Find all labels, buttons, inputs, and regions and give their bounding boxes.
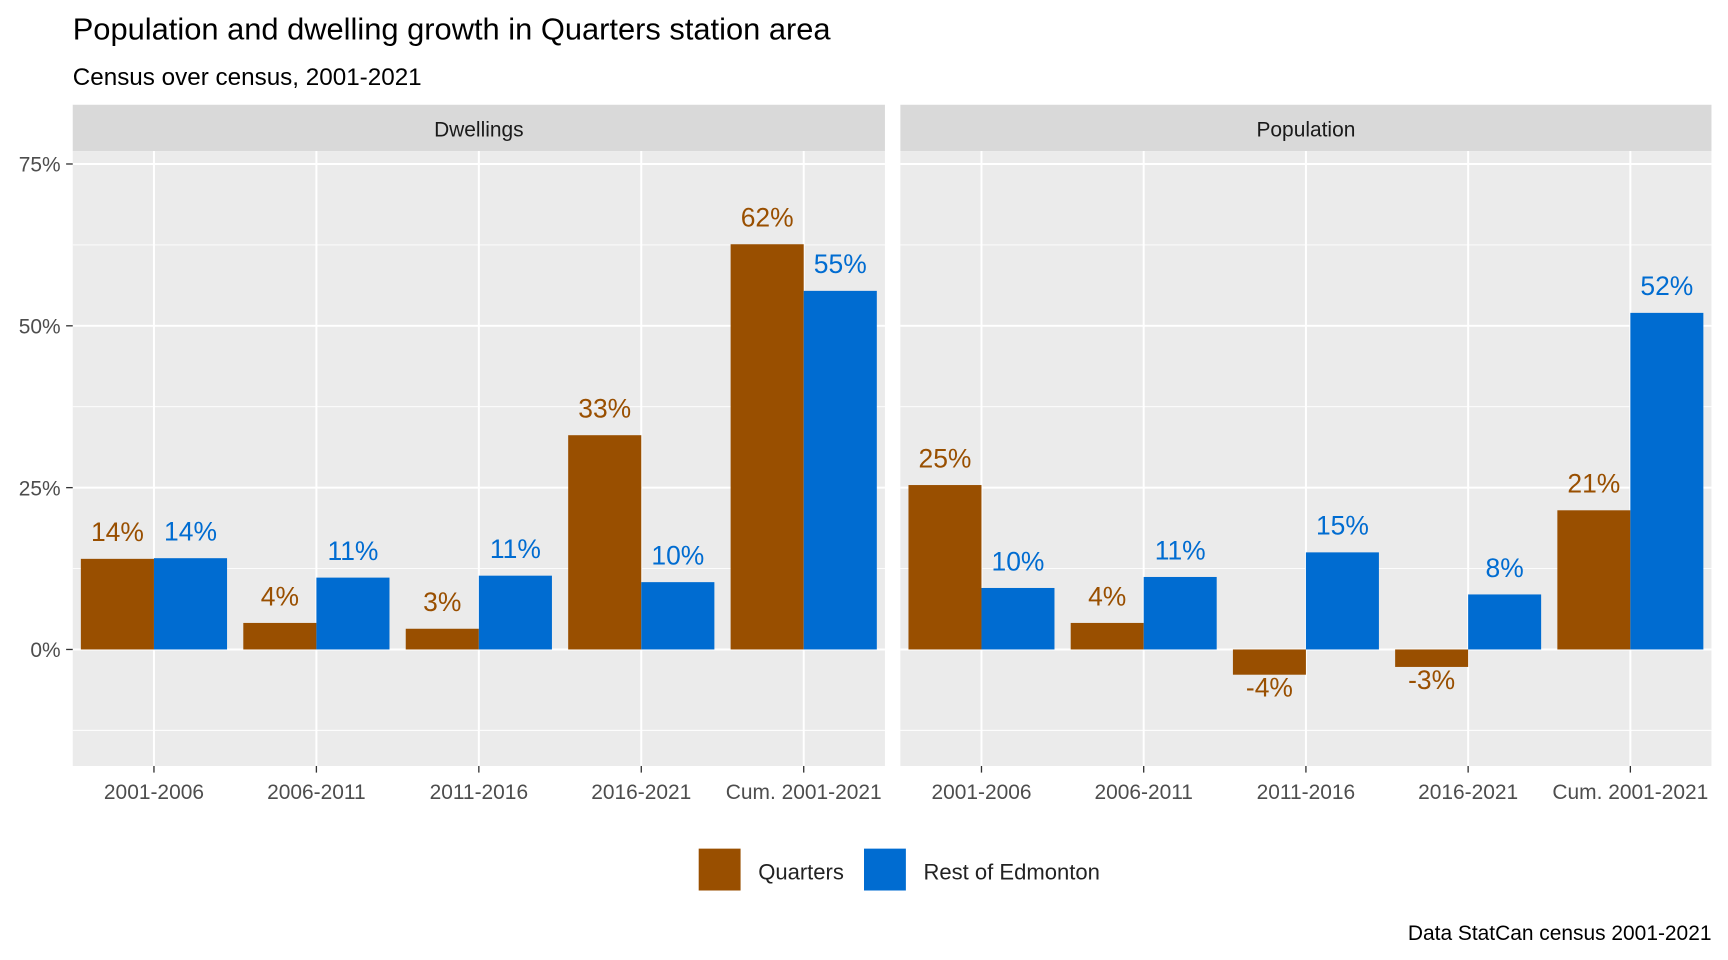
bar-rest-of-edmonton bbox=[803, 290, 877, 650]
bar-rest-of-edmonton bbox=[641, 582, 715, 650]
bar-quarters bbox=[405, 628, 479, 650]
panel-population: Population 2001-2006 2006-2011 2011-2016 201… bbox=[900, 104, 1712, 804]
x-tick-label: 2011-2016 bbox=[1257, 781, 1356, 804]
data-label: 55% bbox=[814, 249, 867, 279]
bar-rest-of-edmonton bbox=[1468, 594, 1542, 650]
x-tick-label: 2001-2006 bbox=[104, 781, 204, 804]
y-tick-label: 0% bbox=[30, 639, 60, 662]
data-label: 11% bbox=[490, 534, 541, 564]
facet-strip bbox=[72, 104, 885, 152]
legend-label-quarters: Quarters bbox=[758, 859, 844, 884]
bar-rest-of-edmonton bbox=[1143, 576, 1217, 650]
y-tick-label: 50% bbox=[19, 316, 61, 339]
bar-quarters bbox=[730, 244, 804, 650]
bar-rest-of-edmonton bbox=[1630, 312, 1704, 650]
bar-quarters bbox=[80, 558, 154, 650]
data-label: 21% bbox=[1567, 469, 1620, 499]
data-label: 4% bbox=[1088, 581, 1126, 611]
data-label: 52% bbox=[1640, 271, 1693, 301]
data-label: 33% bbox=[578, 394, 631, 424]
chart-caption: Data StatCan census 2001-2021 bbox=[1408, 922, 1712, 945]
x-tick-label: Cum. 2001-2021 bbox=[1552, 781, 1708, 804]
legend: Quarters Rest of Edmonton bbox=[698, 848, 1100, 891]
bar-quarters bbox=[243, 622, 317, 650]
data-label: 15% bbox=[1316, 511, 1369, 541]
facet-strip-label: Population bbox=[1256, 119, 1355, 142]
x-tick-label: 2006-2011 bbox=[267, 781, 366, 804]
bar-rest-of-edmonton bbox=[153, 558, 228, 650]
data-label: 62% bbox=[741, 203, 794, 233]
data-label: -3% bbox=[1408, 665, 1455, 695]
data-label: 11% bbox=[327, 536, 378, 566]
data-label: 14% bbox=[91, 517, 144, 547]
legend-swatch-quarters bbox=[698, 848, 741, 891]
data-label: 10% bbox=[992, 546, 1045, 576]
x-tick-label: 2011-2016 bbox=[430, 781, 529, 804]
x-tick-label: 2016-2021 bbox=[1418, 781, 1518, 804]
data-label: 4% bbox=[261, 581, 299, 611]
data-label: 11% bbox=[1155, 535, 1206, 565]
panel-dwellings: Dwellings 2001-2006 2006-2011 2011-2016 2016… bbox=[72, 104, 885, 804]
facet-strip bbox=[900, 104, 1712, 152]
facet-strip-label: Dwellings bbox=[434, 119, 524, 142]
bar-rest-of-edmonton bbox=[316, 577, 390, 650]
bar-quarters bbox=[1557, 510, 1631, 650]
data-label: 3% bbox=[423, 587, 461, 617]
y-tick-label: 75% bbox=[19, 154, 61, 177]
x-tick-label: 2001-2006 bbox=[931, 781, 1031, 804]
bar-rest-of-edmonton bbox=[478, 575, 552, 650]
data-label: 10% bbox=[651, 541, 704, 571]
bar-quarters bbox=[1232, 649, 1306, 675]
data-label: 14% bbox=[164, 517, 217, 547]
x-tick-label: Cum. 2001-2021 bbox=[726, 781, 882, 804]
y-tick-label: 25% bbox=[19, 477, 61, 500]
data-label: -4% bbox=[1246, 673, 1293, 703]
legend-label-rest-of-edmonton: Rest of Edmonton bbox=[924, 859, 1100, 884]
bar-quarters bbox=[908, 485, 982, 650]
chart-title: Population and dwelling growth in Quarte… bbox=[73, 12, 832, 47]
legend-swatch-rest-of-edmonton bbox=[864, 848, 906, 891]
bar-quarters bbox=[1070, 622, 1144, 650]
bar-quarters bbox=[568, 435, 642, 650]
bar-rest-of-edmonton bbox=[1305, 552, 1379, 650]
x-tick-label: 2006-2011 bbox=[1094, 781, 1193, 804]
x-tick-label: 2016-2021 bbox=[591, 781, 691, 804]
bar-quarters bbox=[1395, 649, 1469, 667]
data-label: 25% bbox=[919, 443, 972, 473]
data-label: 8% bbox=[1486, 553, 1524, 583]
chart-subtitle: Census over census, 2001-2021 bbox=[73, 64, 422, 91]
bar-rest-of-edmonton bbox=[981, 587, 1055, 650]
